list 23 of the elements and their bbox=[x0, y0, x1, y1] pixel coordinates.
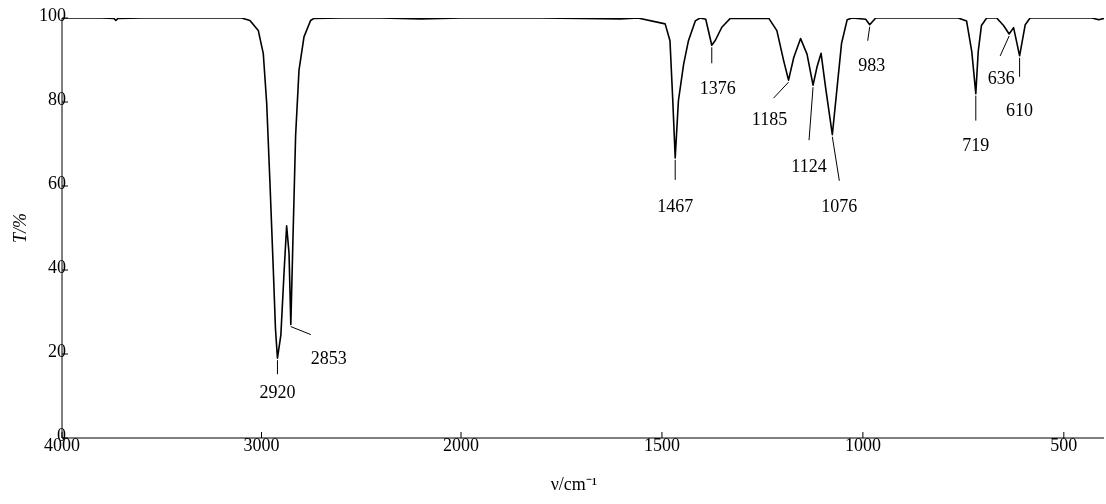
annotation: 1124 bbox=[791, 156, 827, 177]
annotation: 2853 bbox=[310, 347, 347, 368]
annotation: 610 bbox=[1006, 99, 1034, 120]
x-tick-label: 500 bbox=[1050, 434, 1078, 455]
y-tick-label: 20 bbox=[48, 341, 66, 362]
annotation: 2920 bbox=[259, 382, 296, 403]
y-tick-label: 40 bbox=[48, 257, 66, 278]
annotation: 983 bbox=[858, 54, 886, 75]
x-tick-label: 2000 bbox=[443, 434, 479, 455]
annotation: 636 bbox=[987, 67, 1015, 88]
y-tick-label: 100 bbox=[39, 5, 66, 26]
annotation: 719 bbox=[962, 134, 990, 155]
x-axis-title: ν/cm⁻¹ bbox=[550, 474, 598, 494]
x-tick-label: 3000 bbox=[243, 434, 280, 455]
annotation: 1076 bbox=[821, 195, 858, 216]
annotation: 1185 bbox=[751, 109, 788, 130]
y-axis-title: T/% bbox=[10, 212, 31, 244]
annotation: 1467 bbox=[657, 195, 694, 216]
y-tick-label: 60 bbox=[48, 173, 66, 194]
annotation: 1376 bbox=[699, 78, 736, 99]
x-tick-label: 1500 bbox=[643, 434, 680, 455]
y-tick-label: 80 bbox=[48, 89, 66, 110]
x-tick-label: 1000 bbox=[844, 434, 881, 455]
